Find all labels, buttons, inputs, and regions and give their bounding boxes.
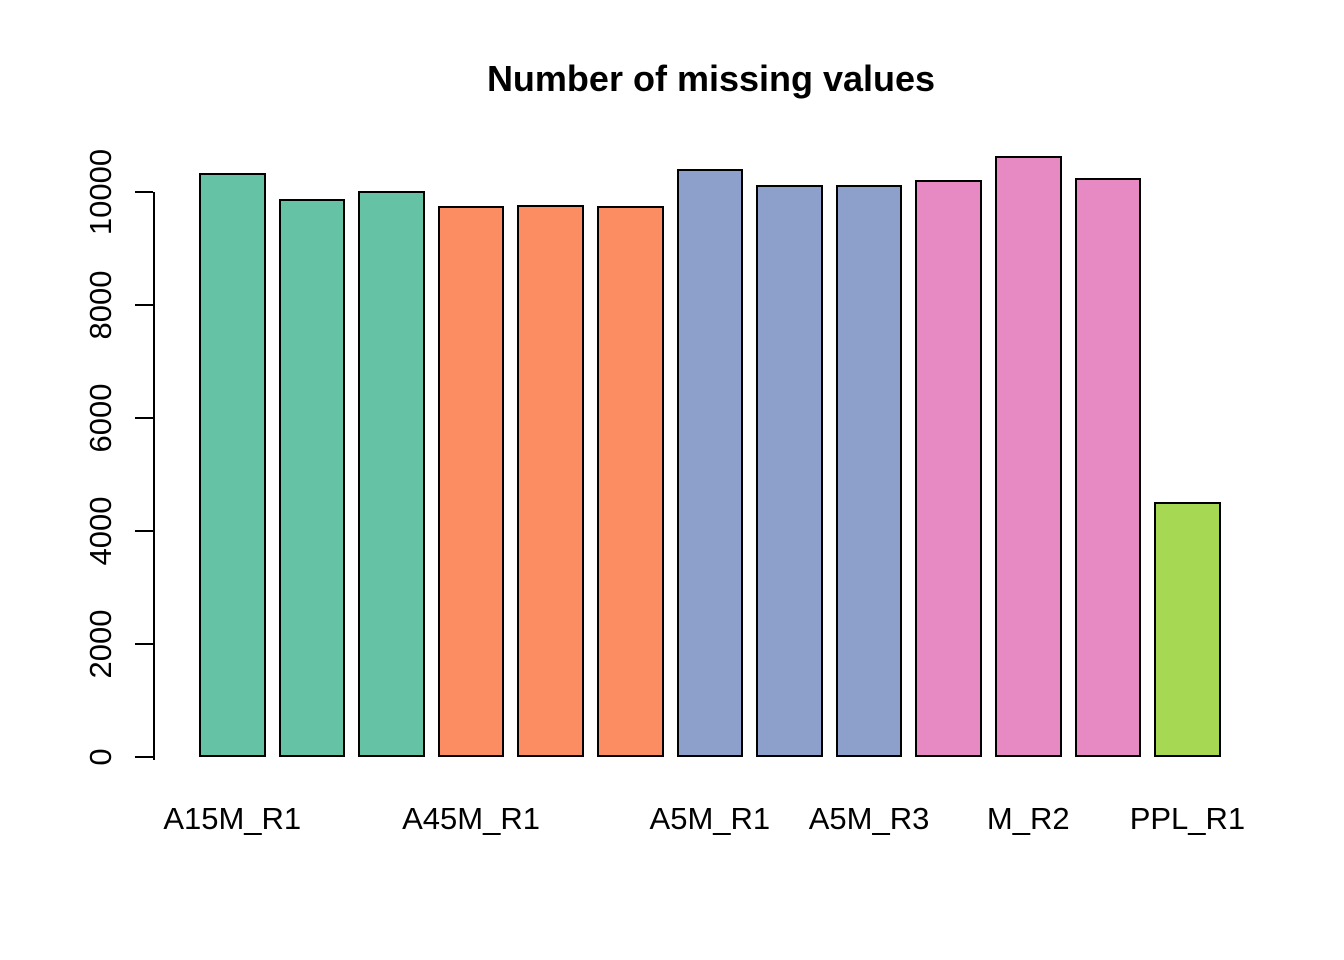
y-axis-tick-label: 10000 [83,148,118,236]
y-axis-tick [134,529,153,533]
y-axis-line [152,192,155,760]
bar [1074,178,1142,757]
y-axis-tick [134,303,153,307]
x-axis-tick-label: A5M_R3 [808,801,930,836]
bar [437,205,505,757]
y-axis-tick-label: 8000 [83,270,118,340]
y-axis-tick [134,755,153,759]
x-axis-tick-label: A5M_R1 [649,801,771,836]
bar [1154,502,1221,757]
bar [199,172,266,757]
bar [517,204,584,757]
y-axis-tick-label: 2000 [83,609,118,679]
y-axis-tick [134,190,153,194]
bar [358,190,425,757]
bar [597,206,664,757]
y-axis-tick [134,416,153,420]
y-axis-tick-label: 6000 [83,383,118,453]
bar [995,156,1062,757]
bar [278,199,346,757]
y-axis-tick-label: 4000 [83,496,118,566]
x-axis-tick-label: A45M_R1 [402,801,540,836]
chart-title: Number of missing values [486,58,936,99]
y-axis-tick-label: 0 [83,748,118,766]
bar [676,169,744,757]
bar [915,179,982,757]
x-axis-tick-label: M_R2 [986,801,1070,836]
bar [756,185,823,757]
y-axis-tick [134,642,153,646]
x-axis-tick-label: A15M_R1 [163,801,302,836]
bar [835,185,903,757]
x-axis-tick-label: PPL_R1 [1129,801,1246,836]
